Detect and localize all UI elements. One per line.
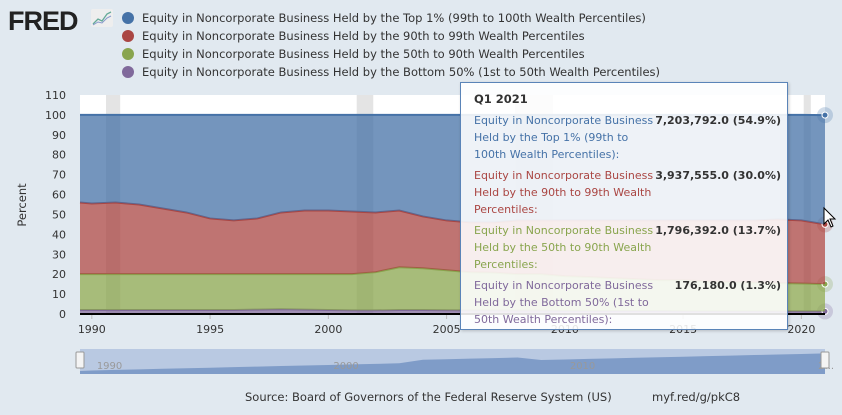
short-url-link[interactable]: myf.red/g/pkC8 <box>652 390 741 404</box>
tooltip-series-name: Equity in Noncorporate Business Held by … <box>474 169 654 216</box>
hover-marker <box>821 111 829 119</box>
tooltip-series-name: Equity in Noncorporate Business Held by … <box>474 114 654 161</box>
legend-item-90-99[interactable]: Equity in Noncorporate Business Held by … <box>122 27 660 45</box>
tooltip-value: 176,180.0 (1.3%) <box>674 279 781 292</box>
navigator-label: 2000 <box>333 361 358 372</box>
tooltip-series-name: Equity in Noncorporate Business Held by … <box>474 279 654 326</box>
tooltip-row-bottom50: Equity in Noncorporate Business Held by … <box>474 277 781 328</box>
y-tick-label: 60 <box>52 189 66 202</box>
y-tick-label: 50 <box>52 208 66 221</box>
y-tick-label: 80 <box>52 149 66 162</box>
navigator-label: 1990 <box>97 361 122 372</box>
y-tick-label: 70 <box>52 169 66 182</box>
legend-label: Equity in Noncorporate Business Held by … <box>142 65 661 79</box>
tooltip-row-90-99: Equity in Noncorporate Business Held by … <box>474 167 781 218</box>
legend-label: Equity in Noncorporate Business Held by … <box>142 11 646 25</box>
navigator-handle[interactable] <box>75 351 85 369</box>
y-tick-label: 110 <box>45 89 66 102</box>
legend-dot-icon <box>122 30 134 42</box>
source-text: Source: Board of Governors of the Federa… <box>245 390 612 404</box>
navigator-label: 2010 <box>570 361 595 372</box>
x-tick-label: 2000 <box>314 323 342 336</box>
x-tick-label: 1995 <box>196 323 224 336</box>
tooltip: Q1 2021 Equity in Noncorporate Business … <box>460 82 788 330</box>
legend-item-bottom50[interactable]: Equity in Noncorporate Business Held by … <box>122 63 660 81</box>
legend: Equity in Noncorporate Business Held by … <box>122 9 660 81</box>
y-tick-label: 90 <box>52 129 66 142</box>
y-tick-label: 20 <box>52 268 66 281</box>
y-tick-label: 0 <box>59 308 66 321</box>
y-tick-label: 10 <box>52 288 66 301</box>
navigator-series <box>80 353 825 374</box>
legend-label: Equity in Noncorporate Business Held by … <box>142 29 585 43</box>
x-tick-label: 2020 <box>787 323 815 336</box>
tooltip-value: 1,796,392.0 (13.7%) <box>655 224 781 237</box>
x-tick-label: 1990 <box>78 323 106 336</box>
y-tick-label: 100 <box>45 109 66 122</box>
legend-label: Equity in Noncorporate Business Held by … <box>142 47 585 61</box>
legend-dot-icon <box>122 66 134 78</box>
x-tick-label: 2005 <box>433 323 461 336</box>
tooltip-value: 3,937,555.0 (30.0%) <box>655 169 781 182</box>
tooltip-row-50-90: Equity in Noncorporate Business Held by … <box>474 222 781 273</box>
tooltip-row-top1: Equity in Noncorporate Business Held by … <box>474 112 781 163</box>
legend-item-50-90[interactable]: Equity in Noncorporate Business Held by … <box>122 45 660 63</box>
legend-item-top1[interactable]: Equity in Noncorporate Business Held by … <box>122 9 660 27</box>
fred-logo[interactable]: FRED <box>8 6 78 36</box>
y-axis-label: Percent <box>15 183 29 227</box>
chart-line-icon <box>91 9 113 27</box>
navigator-handle[interactable] <box>820 351 830 369</box>
y-tick-label: 30 <box>52 248 66 261</box>
tooltip-value: 7,203,792.0 (54.9%) <box>655 114 781 127</box>
tooltip-date: Q1 2021 <box>474 92 528 106</box>
legend-dot-icon <box>122 48 134 60</box>
legend-dot-icon <box>122 12 134 24</box>
y-tick-label: 40 <box>52 228 66 241</box>
tooltip-series-name: Equity in Noncorporate Business Held by … <box>474 224 654 271</box>
